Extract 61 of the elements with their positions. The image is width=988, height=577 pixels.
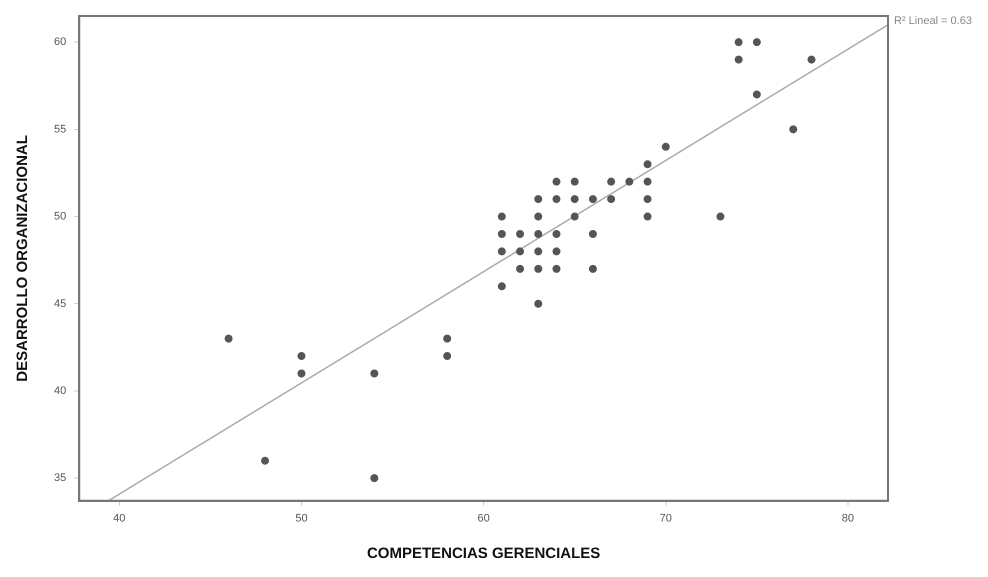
y-tick-label: 50: [54, 210, 66, 223]
y-tick-label: 60: [54, 36, 66, 48]
point: [443, 352, 452, 360]
point: [552, 230, 560, 238]
point: [588, 264, 597, 273]
point: [498, 247, 506, 256]
point: [552, 264, 560, 273]
point: [552, 247, 560, 256]
point: [570, 212, 579, 221]
point: [588, 230, 597, 238]
point: [498, 282, 506, 290]
point: [752, 38, 761, 46]
point: [807, 56, 816, 64]
point: [370, 369, 378, 378]
x-tick-label: 60: [477, 512, 490, 524]
point: [734, 56, 743, 64]
point: [734, 38, 743, 46]
y-tick-label: 45: [54, 298, 66, 310]
point: [789, 125, 798, 134]
point: [644, 195, 652, 204]
point: [516, 264, 524, 273]
annotation: R² Lineal = 0.63: [894, 14, 972, 27]
point: [224, 334, 233, 343]
point: [716, 212, 724, 221]
point: [752, 90, 761, 98]
y-tick-label: 40: [54, 384, 66, 397]
point: [443, 334, 452, 343]
point: [552, 195, 560, 204]
point: [534, 300, 542, 308]
point: [297, 352, 306, 360]
point: [588, 195, 597, 204]
point: [534, 212, 542, 221]
point: [534, 195, 542, 204]
point: [552, 178, 560, 186]
point: [534, 230, 542, 238]
point: [644, 178, 652, 186]
point: [570, 178, 579, 186]
point: [370, 474, 378, 482]
point: [498, 212, 506, 221]
point: [516, 230, 524, 238]
point: [534, 247, 542, 256]
x-tick-label: 50: [295, 512, 308, 524]
x-tick-label: 80: [842, 512, 854, 524]
point: [644, 212, 652, 221]
point: [570, 195, 579, 204]
point: [625, 178, 634, 186]
point: [534, 264, 542, 273]
point: [297, 369, 306, 378]
x-tick-label: 70: [660, 512, 672, 524]
x-tick-label: 40: [113, 512, 126, 524]
point: [498, 230, 506, 238]
y-axis-title: DESARROLLO ORGANIZACIONAL: [14, 135, 32, 382]
x-axis-title: COMPETENCIAS GERENCIALES: [366, 545, 600, 562]
point: [607, 178, 616, 186]
y-tick-label: 55: [54, 123, 66, 136]
point: [261, 456, 270, 465]
point: [662, 142, 670, 151]
point: [607, 195, 616, 204]
point: [644, 160, 652, 168]
point: [516, 247, 524, 256]
y-tick-label: 35: [54, 472, 66, 484]
